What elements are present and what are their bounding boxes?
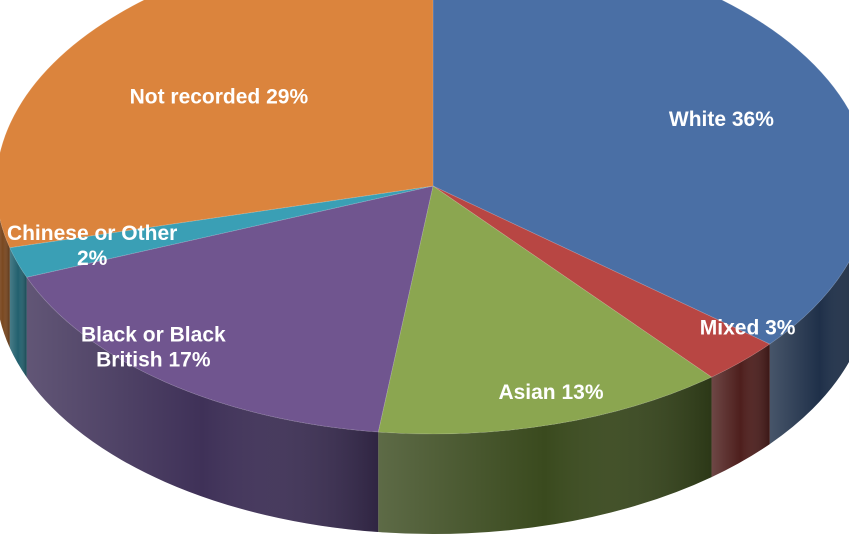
pie-slice-black-or-black-british bbox=[26, 185, 434, 433]
data-label-mixed: Mixed 3% bbox=[700, 316, 796, 339]
data-label-line: Black or Black bbox=[81, 324, 226, 347]
data-label-line: 2% bbox=[77, 247, 108, 270]
pie-slice-asian bbox=[377, 185, 713, 435]
data-label-asian: Asian 13% bbox=[498, 381, 603, 404]
data-label-line: British 17% bbox=[96, 349, 211, 372]
pie-slice-white bbox=[432, 0, 849, 345]
data-label-white: White 36% bbox=[669, 108, 774, 131]
data-label-black-or-black-british: Black or Black British 17% bbox=[81, 324, 226, 372]
pie-slices bbox=[0, 0, 849, 435]
pie-sides bbox=[0, 219, 849, 534]
pie-side-shade bbox=[378, 377, 712, 534]
data-label-line: Not recorded 29% bbox=[130, 86, 309, 109]
pie-side-shade bbox=[711, 344, 770, 478]
pie-side-shade bbox=[769, 261, 849, 445]
pie-side-shade bbox=[0, 219, 10, 348]
pie-side-shade bbox=[26, 277, 379, 533]
data-label-line: Mixed 3% bbox=[700, 316, 796, 339]
data-label-line: White 36% bbox=[669, 108, 774, 131]
pie-slice-chinese-or-other bbox=[9, 185, 434, 278]
data-label-line: Chinese or Other bbox=[7, 222, 177, 245]
pie-slice-mixed bbox=[432, 185, 771, 378]
pie-side-shade bbox=[9, 247, 27, 378]
pie-labels: White 36% Mixed 3% Asian 13% Black or Black… bbox=[7, 86, 796, 404]
pie-slice-not-recorded bbox=[0, 0, 434, 249]
data-label-line: Asian 13% bbox=[498, 381, 603, 404]
data-label-chinese-or-other: Chinese or Other 2% bbox=[7, 222, 177, 270]
data-label-not-recorded: Not recorded 29% bbox=[130, 86, 309, 109]
